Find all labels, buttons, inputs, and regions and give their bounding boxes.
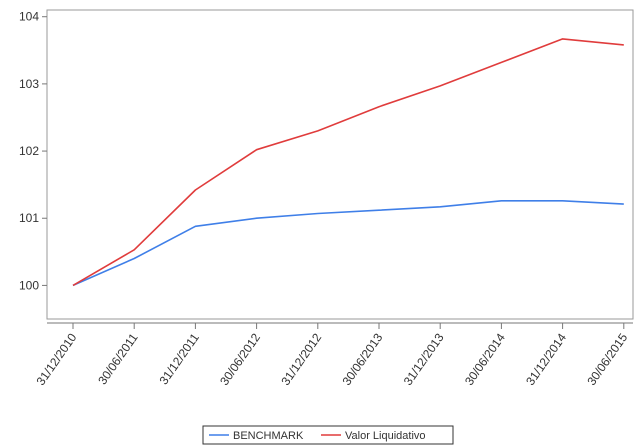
y-tick-label: 100: [19, 278, 39, 292]
x-tick-label: 30/06/2014: [462, 330, 508, 387]
y-tick-label: 101: [19, 211, 39, 225]
series-line-valor-liquidativo: [72, 38, 624, 287]
x-tick-label: 30/06/2013: [340, 330, 386, 387]
x-tick-label: 31/12/2011: [156, 330, 202, 387]
x-tick-label: 31/12/2013: [401, 330, 447, 387]
y-tick-label: 104: [19, 10, 39, 24]
x-tick-label: 31/12/2010: [34, 330, 80, 387]
x-tick-label: 31/12/2012: [278, 330, 324, 387]
legend-label: BENCHMARK: [233, 430, 304, 442]
legend-label: Valor Liquidativo: [345, 430, 426, 442]
x-tick-label: 30/06/2012: [217, 330, 263, 387]
y-tick-label: 103: [19, 77, 39, 91]
x-tick-label: 30/06/2011: [95, 330, 141, 387]
x-tick-label: 31/12/2014: [523, 330, 569, 387]
plot-area: [46, 9, 634, 320]
series-line-benchmark: [72, 200, 624, 287]
y-tick-label: 102: [19, 144, 39, 158]
x-tick-label: 30/06/2015: [584, 330, 630, 387]
